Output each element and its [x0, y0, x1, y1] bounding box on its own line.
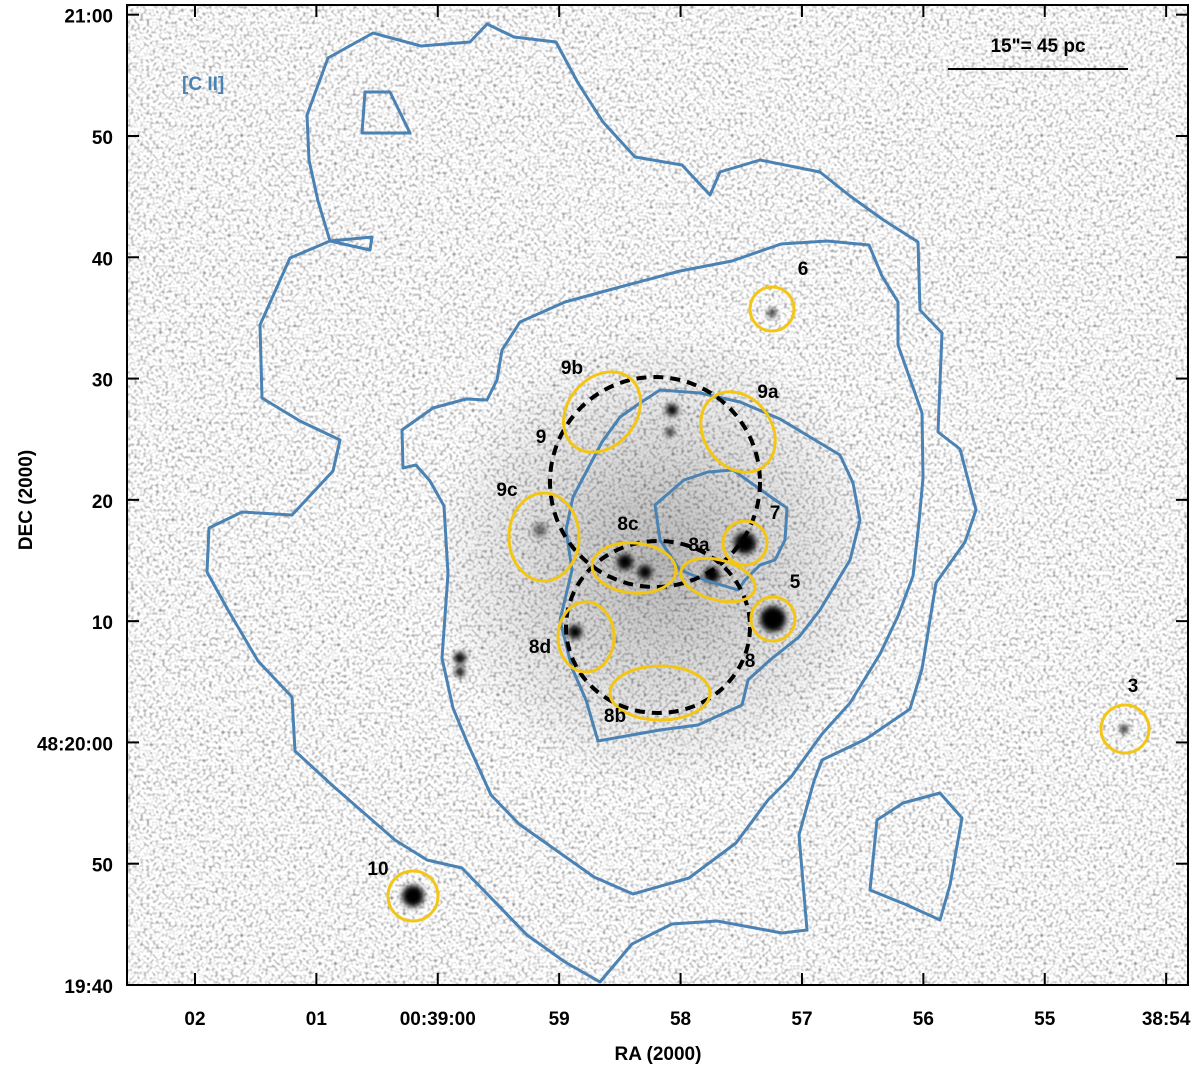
x-tick-label: 58 — [670, 1009, 691, 1030]
x-tick-label: 57 — [791, 1009, 812, 1030]
x-tick-label: 59 — [549, 1009, 570, 1030]
x-tick-label: 00:39:00 — [400, 1009, 476, 1030]
y-tick-label: 10 — [92, 613, 113, 634]
x-tick-label: 38:54 — [1142, 1009, 1191, 1030]
y-tick-label: 30 — [92, 371, 113, 392]
y-axis-title: DEC (2000) — [16, 450, 37, 550]
x-axis-title: RA (2000) — [615, 1044, 702, 1065]
image — [127, 5, 1188, 985]
y-tick-label: 48:20:00 — [37, 734, 113, 755]
region-label: 9b — [561, 358, 583, 379]
y-tick-label: 20 — [92, 492, 113, 513]
region-label: 3 — [1128, 676, 1139, 697]
y-tick-label: 50 — [92, 856, 113, 877]
region-label: 5 — [790, 572, 801, 593]
region-label: 8c — [617, 514, 639, 535]
region-label: 8b — [604, 706, 626, 727]
x-tick-label: 01 — [306, 1009, 328, 1030]
scale-label: 15"= 45 pc — [990, 36, 1086, 57]
x-tick-label: 02 — [184, 1009, 205, 1030]
region-label: 7 — [770, 503, 781, 524]
region-label: 9 — [536, 427, 547, 448]
region-label: 9a — [757, 382, 779, 403]
x-tick-label: 55 — [1034, 1009, 1056, 1030]
region-label: 8 — [745, 651, 756, 672]
contours — [205, 22, 978, 984]
y-tick-label: 21:00 — [64, 7, 113, 28]
region-label: 6 — [798, 259, 809, 280]
y-tick-label: 50 — [92, 128, 113, 149]
x-tick-label: 56 — [913, 1009, 934, 1030]
frame — [126, 4, 1189, 986]
y-tick-label: 40 — [92, 249, 113, 270]
region-label: 8a — [688, 535, 710, 556]
regions — [386, 285, 1151, 923]
y-tick-label: 19:40 — [64, 977, 113, 998]
contour-label: [C II] — [182, 74, 224, 95]
region-label: 9c — [496, 480, 518, 501]
region-label: 8d — [529, 637, 551, 658]
region-label: 10 — [367, 859, 388, 880]
